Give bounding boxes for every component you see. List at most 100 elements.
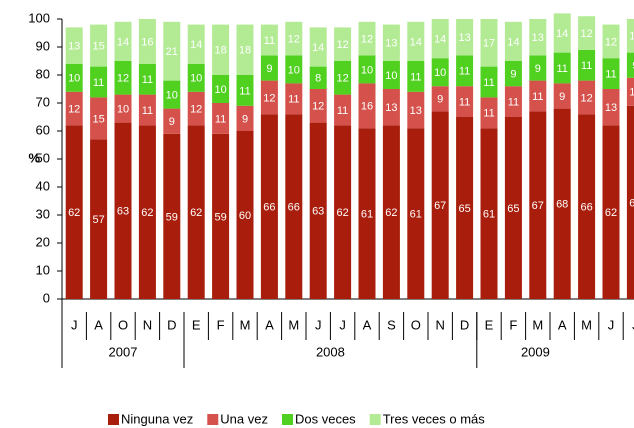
bar-segment xyxy=(456,117,474,299)
data-label: 9 xyxy=(510,69,516,81)
x-tick-label: N xyxy=(436,317,445,332)
y-tick-label: 20 xyxy=(36,234,50,249)
data-label: 9 xyxy=(169,116,175,128)
bar-segment xyxy=(187,125,205,300)
data-label: 11 xyxy=(337,105,348,117)
x-tick-label: O xyxy=(411,317,421,332)
x-tick-label: F xyxy=(217,317,225,332)
data-label: 13 xyxy=(532,32,544,44)
data-label: 12 xyxy=(605,36,617,48)
data-label: 62 xyxy=(385,207,397,219)
data-label: 14 xyxy=(117,36,129,48)
y-tick-label: 0 xyxy=(43,290,50,305)
bar-segment xyxy=(309,27,327,67)
bar-segment xyxy=(504,21,522,61)
data-label: 62 xyxy=(336,207,348,219)
bar-segment xyxy=(626,105,634,299)
bar-segment xyxy=(602,89,620,126)
bar-segment xyxy=(626,52,634,78)
bar-segment xyxy=(309,66,327,89)
bar-segment xyxy=(358,83,376,129)
bar-segment xyxy=(504,86,522,117)
y-axis-label: % xyxy=(28,150,40,165)
bar-segment xyxy=(407,21,425,61)
data-label: 57 xyxy=(92,214,104,226)
bar-segment xyxy=(138,19,156,64)
data-label: 10 xyxy=(361,64,373,76)
bar-segment xyxy=(65,91,83,126)
bar-segment xyxy=(431,58,449,87)
bar-segment xyxy=(90,24,108,67)
y-tick-label: 100 xyxy=(28,10,50,25)
data-label: 9 xyxy=(266,63,272,75)
data-label: 11 xyxy=(605,69,616,81)
x-tick-label: E xyxy=(192,317,201,332)
data-label: 61 xyxy=(483,209,495,221)
data-label: 10 xyxy=(288,64,300,76)
bar-segment xyxy=(90,97,108,140)
data-label: 12 xyxy=(336,73,348,85)
bar-segment xyxy=(358,21,376,56)
data-label: 65 xyxy=(458,203,470,215)
data-label: 12 xyxy=(580,28,592,40)
bar-segment xyxy=(407,61,425,92)
data-label: 59 xyxy=(166,211,178,223)
x-tick-label: A xyxy=(363,317,372,332)
bar-segment xyxy=(553,108,571,299)
bar-segment xyxy=(138,63,156,95)
bar-segment xyxy=(456,86,474,117)
data-label: 66 xyxy=(263,202,275,214)
bar-segment xyxy=(212,103,230,134)
data-label: 16 xyxy=(361,101,373,113)
bar-segment xyxy=(114,61,132,95)
bar-segment xyxy=(578,114,596,299)
bar-segment xyxy=(602,125,620,300)
legend-label: Ninguna vez xyxy=(121,411,193,426)
bar-segment xyxy=(431,86,449,112)
x-tick-label: D xyxy=(167,317,176,332)
x-tick-label: M xyxy=(240,317,251,332)
bar-segment xyxy=(163,80,181,109)
legend-label: Una vez xyxy=(220,411,268,426)
bar-segment xyxy=(407,128,425,299)
bar-segment xyxy=(480,97,498,129)
data-label: 10 xyxy=(117,104,129,116)
x-tick-label: J xyxy=(339,317,346,332)
year-label: 2008 xyxy=(316,344,345,359)
bar-segment xyxy=(285,21,303,56)
data-label: 11 xyxy=(264,35,275,47)
bar-segment xyxy=(480,128,498,299)
x-tick-label: J xyxy=(632,317,634,332)
data-label: 60 xyxy=(239,210,251,222)
x-tick-label: O xyxy=(118,317,128,332)
data-label: 12 xyxy=(629,31,634,43)
data-label: 61 xyxy=(410,209,422,221)
bar-segment xyxy=(260,80,278,115)
bar-segment xyxy=(212,133,230,299)
bar-segment xyxy=(626,19,634,53)
bar-segment xyxy=(626,77,634,106)
data-label: 9 xyxy=(535,63,541,75)
bar-segment xyxy=(114,21,132,61)
x-tick-label: E xyxy=(485,317,494,332)
bar-segment xyxy=(456,19,474,56)
bar-segment xyxy=(382,24,400,62)
x-tick-label: J xyxy=(608,317,615,332)
data-label: 14 xyxy=(410,36,422,48)
data-label: 14 xyxy=(190,39,202,51)
data-label: 14 xyxy=(312,42,324,54)
y-tick-label: 80 xyxy=(36,66,50,81)
bar-segment xyxy=(309,122,327,299)
data-label: 9 xyxy=(242,113,248,125)
legend-label: Dos veces xyxy=(295,411,356,426)
data-label: 11 xyxy=(93,77,104,89)
x-tick-label: N xyxy=(143,317,152,332)
bar-segment xyxy=(529,55,547,81)
bar-segment xyxy=(187,24,205,64)
bar-segment xyxy=(285,83,303,115)
data-label: 12 xyxy=(190,104,202,116)
data-label: 61 xyxy=(361,209,373,221)
legend-swatch xyxy=(281,414,293,425)
data-label: 18 xyxy=(239,45,251,57)
